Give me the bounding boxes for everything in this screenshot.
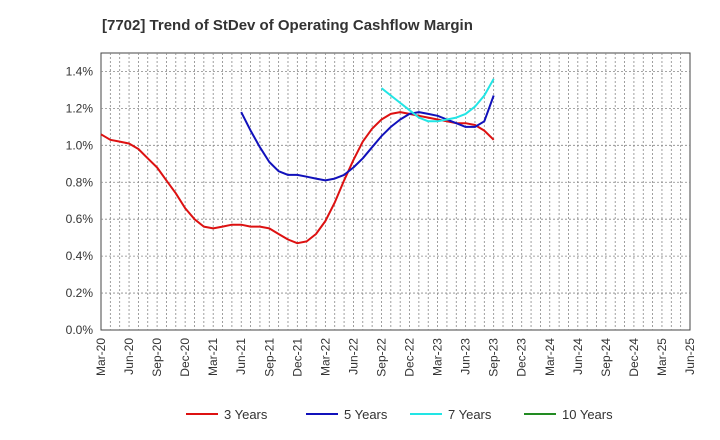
x-tick-label: Mar-21: [206, 338, 220, 376]
x-tick-label: Jun-22: [346, 338, 360, 375]
x-tick-label: Mar-20: [94, 338, 108, 376]
x-tick-label: Jun-24: [571, 338, 585, 375]
series-layer: [100, 78, 495, 245]
x-tick-label: Sep-24: [599, 338, 613, 377]
y-tick-label: 0.8%: [66, 175, 94, 189]
legend-label: 10 Years: [562, 407, 613, 422]
legend-label: 5 Years: [344, 407, 388, 422]
legend-label: 7 Years: [448, 407, 492, 422]
x-tick-label: Sep-21: [262, 338, 276, 377]
y-tick-label: 0.4%: [66, 249, 94, 263]
x-tick-label: Dec-21: [290, 338, 304, 377]
x-tick-label: Dec-23: [515, 338, 529, 377]
x-tick-label: Dec-22: [403, 338, 417, 377]
x-axis: Mar-20 Jun-20 Sep-20 Dec-20 Mar-21 Jun-21 Sep-…: [94, 338, 697, 377]
x-tick-label: Jun-20: [122, 338, 136, 375]
y-tick-label: 1.0%: [66, 138, 94, 152]
y-tick-label: 0.6%: [66, 212, 94, 226]
x-tick-label: Jun-25: [683, 338, 697, 375]
x-tick-label: Dec-24: [627, 338, 641, 377]
y-tick-label: 0.2%: [66, 286, 94, 300]
legend-label: 3 Years: [224, 407, 268, 422]
x-tick-label: Sep-20: [150, 338, 164, 377]
y-tick-label: 1.4%: [66, 64, 94, 78]
x-tick-label: Mar-24: [543, 338, 557, 376]
x-tick-label: Mar-22: [318, 338, 332, 376]
x-tick-label: Jun-21: [234, 338, 248, 375]
x-tick-label: Sep-23: [487, 338, 501, 377]
series-line-2: [240, 95, 495, 182]
x-tick-label: Sep-22: [374, 338, 388, 377]
x-tick-label: Mar-23: [431, 338, 445, 376]
y-tick-label: 1.2%: [66, 101, 94, 115]
x-tick-label: Jun-23: [459, 338, 473, 375]
chart-title: [7702] Trend of StDev of Operating Cashf…: [102, 17, 473, 34]
series-line-3: [380, 78, 495, 123]
x-tick-label: Mar-25: [655, 338, 669, 376]
series-line-1: [100, 111, 495, 245]
y-tick-label: 0.0%: [66, 323, 94, 337]
plot-area: [100, 52, 691, 331]
legend: 3 Years 5 Years 7 Years 10 Years: [186, 407, 613, 422]
x-tick-label: Dec-20: [178, 338, 192, 377]
plot-frame: [100, 52, 691, 331]
y-axis: 0.0% 0.2% 0.4% 0.6% 0.8% 1.0% 1.2% 1.4%: [66, 64, 94, 337]
